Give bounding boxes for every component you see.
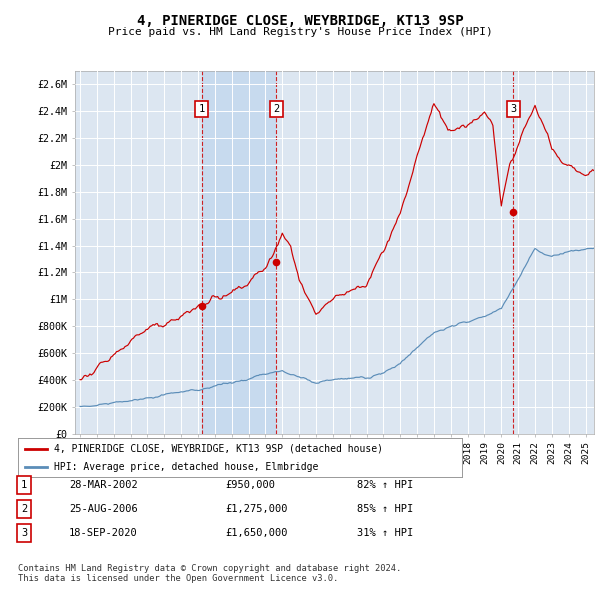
Text: HPI: Average price, detached house, Elmbridge: HPI: Average price, detached house, Elmb…: [53, 462, 318, 472]
Text: 31% ↑ HPI: 31% ↑ HPI: [357, 529, 413, 538]
Text: 4, PINERIDGE CLOSE, WEYBRIDGE, KT13 9SP: 4, PINERIDGE CLOSE, WEYBRIDGE, KT13 9SP: [137, 14, 463, 28]
Text: 18-SEP-2020: 18-SEP-2020: [69, 529, 138, 538]
Text: 25-AUG-2006: 25-AUG-2006: [69, 504, 138, 514]
Text: £1,275,000: £1,275,000: [225, 504, 287, 514]
Text: Contains HM Land Registry data © Crown copyright and database right 2024.
This d: Contains HM Land Registry data © Crown c…: [18, 563, 401, 583]
Text: 3: 3: [21, 529, 27, 538]
Text: 2: 2: [273, 104, 280, 114]
Text: 2: 2: [21, 504, 27, 514]
Text: £950,000: £950,000: [225, 480, 275, 490]
Text: 82% ↑ HPI: 82% ↑ HPI: [357, 480, 413, 490]
Bar: [202, 71, 277, 434]
Text: 85% ↑ HPI: 85% ↑ HPI: [357, 504, 413, 514]
Text: £1,650,000: £1,650,000: [225, 529, 287, 538]
Text: 1: 1: [199, 104, 205, 114]
Text: 28-MAR-2002: 28-MAR-2002: [69, 480, 138, 490]
Text: 1: 1: [21, 480, 27, 490]
Text: 4, PINERIDGE CLOSE, WEYBRIDGE, KT13 9SP (detached house): 4, PINERIDGE CLOSE, WEYBRIDGE, KT13 9SP …: [53, 444, 383, 454]
Text: Price paid vs. HM Land Registry's House Price Index (HPI): Price paid vs. HM Land Registry's House …: [107, 27, 493, 37]
Text: 3: 3: [510, 104, 517, 114]
